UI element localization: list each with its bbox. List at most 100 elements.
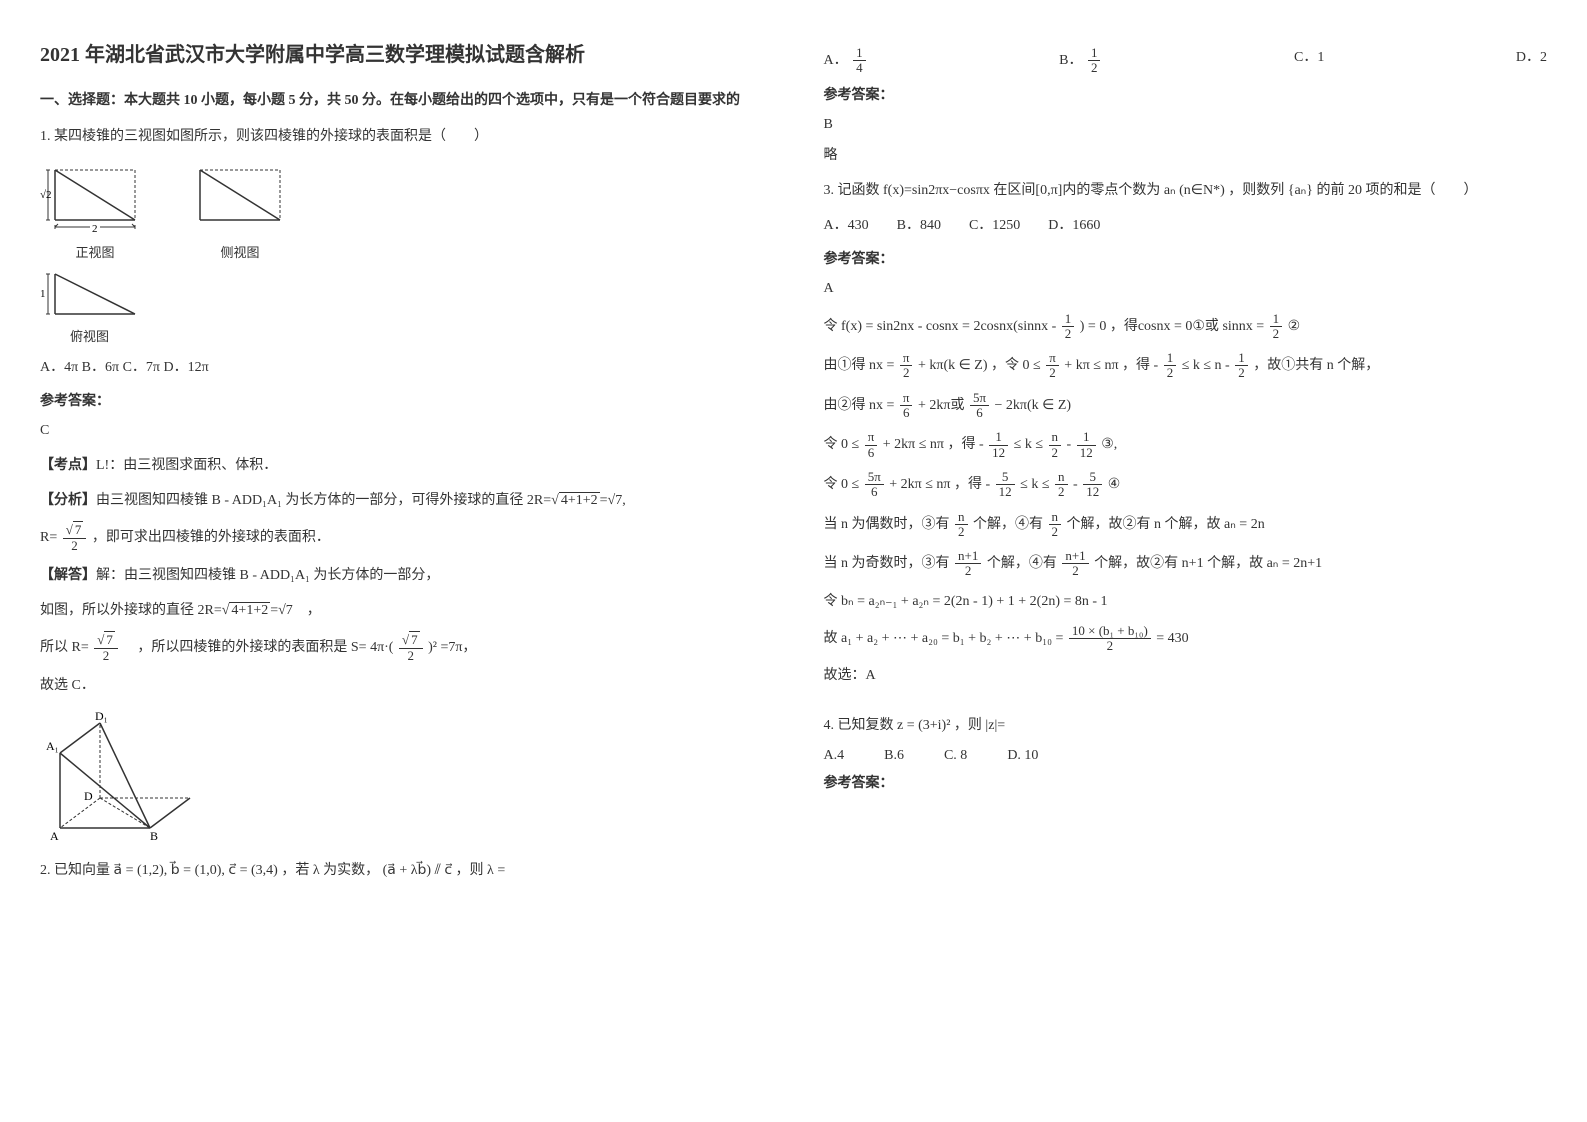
s3-5pi6d: 6: [970, 406, 989, 420]
s4-f1: 1 12: [989, 430, 1008, 460]
s-eq: =7π，: [440, 640, 476, 655]
s2-nx: nx =: [869, 358, 898, 373]
q3-an: aₙ (n∈N*): [1164, 183, 1225, 198]
s4-pi6: π 6: [865, 430, 878, 460]
q4-zexpr: z = (3+i)²: [897, 718, 950, 733]
s2-pi2b-den: 2: [1046, 366, 1059, 380]
q3-c: ，则数列: [1228, 183, 1284, 198]
s6c: 个解，故②有 n 个解，故: [1067, 517, 1221, 532]
top-view-label: 俯视图: [70, 326, 764, 345]
s5-5pi6n: 5π: [865, 470, 884, 485]
s3-5pi6: 5π 6: [970, 391, 989, 421]
q3-d: 的前 20 项的和是（ ）: [1316, 183, 1477, 198]
q1-top-view: 1 俯视图: [40, 269, 764, 345]
jieda3-den: 2: [94, 649, 118, 663]
s7-f1n: n+1: [955, 549, 981, 564]
q1-kaodian: 【考点】L!：由三视图求面积、体积．: [40, 453, 764, 478]
s5-5pi6d: 6: [865, 485, 884, 499]
s2-res-f1d: 2: [1164, 366, 1177, 380]
q4-options: A.4 B.6 C. 8 D. 10: [824, 748, 1548, 764]
q2-optC: C．1: [1294, 46, 1324, 76]
q3-s5: 令 0 ≤ 5π 6 + 2kπ ≤ nπ ，得 - 5 12 ≤ k ≤ n …: [824, 470, 1548, 500]
q2-b: ，若 λ 为实数，: [281, 863, 379, 878]
jieda2a: 如图，所以外接球的直径 2R=: [40, 603, 222, 618]
s1-half: 1 2: [1062, 312, 1075, 342]
q1-ans-letter: C: [40, 418, 764, 443]
s9-frac: 10 × (b₁ + b₁₀) 2: [1069, 624, 1151, 654]
s8: bₙ = a₂ₙ₋₁ + a₂ₙ = 2(2n - 1) + 1 + 2(2n)…: [841, 594, 1108, 609]
s4-a: 0 ≤: [841, 437, 863, 452]
cube-D: D: [84, 789, 93, 803]
s4-ling: 令: [824, 437, 838, 452]
top-one: 1: [40, 288, 46, 300]
q2-ans-label: 参考答案：: [824, 84, 1548, 104]
q2-lve: 略: [824, 143, 1548, 168]
s6a: 当 n 为偶数时，③有: [824, 517, 950, 532]
q2-optB-den: 2: [1088, 61, 1101, 75]
s7c: 个解，故②有 n+1 个解，故: [1094, 556, 1263, 571]
q2-ans-letter: B: [824, 112, 1548, 137]
q2-optA-num: 1: [853, 46, 866, 61]
s5-b: + 2kπ ≤ nπ: [889, 477, 950, 492]
s2-pi2-num: π: [900, 351, 913, 366]
fenxi-text-eq: =√7,: [600, 493, 626, 508]
s4-f2d: 2: [1049, 446, 1062, 460]
q2-optA-frac: 1 4: [853, 46, 866, 76]
section1-head: 一、选择题：本大题共 10 小题，每小题 5 分，共 50 分。在每小题给出的四…: [40, 90, 764, 112]
s4-b: + 2kπ ≤ nπ: [883, 437, 944, 452]
q3-s7: 当 n 为奇数时，③有 n+1 2 个解，④有 n+1 2 个解，故②有 n+1…: [824, 549, 1548, 579]
s2-kpi: + kπ(k ∈ Z): [918, 358, 988, 373]
s1-half2: 1 2: [1270, 312, 1283, 342]
q1-text: 1. 某四棱锥的三视图如图所示，则该四棱锥的外接球的表面积是（ ）: [40, 124, 764, 149]
s5-5pi6: 5π 6: [865, 470, 884, 500]
jieda3-frac: √7 2: [94, 633, 118, 663]
s-4pi: 4π·(: [370, 640, 393, 655]
jieda-label: 【解答】: [40, 568, 96, 583]
s6-f1: n 2: [955, 510, 968, 540]
top-view-svg: 1: [40, 269, 150, 324]
q1-front-view: √2 2 正视图: [40, 160, 150, 261]
s2-you1: 由①得: [824, 358, 866, 373]
s6-f1n: n: [955, 510, 968, 525]
s1-fx2: ) = 0: [1080, 319, 1107, 334]
s-den: 2: [399, 649, 423, 663]
q1-options: A．4π B．6π C．7π D．12π: [40, 355, 764, 380]
q2-c: ，则 λ =: [456, 863, 506, 878]
cube-A: A: [50, 829, 59, 843]
s2-res-f1n: 1: [1164, 351, 1177, 366]
jieda3b: ，所以四棱锥的外接球的表面积是 S=: [123, 640, 366, 655]
s1-de: ，得cosnx = 0①或: [1110, 319, 1219, 334]
s4-d: ≤ k ≤: [1014, 437, 1047, 452]
s1-half-num: 1: [1062, 312, 1075, 327]
fenxi-label: 【分析】: [40, 493, 96, 508]
q1-views-row1: √2 2 正视图 侧视图: [40, 160, 764, 261]
s1-half-den: 2: [1062, 327, 1075, 341]
s7-f2: n+1 2: [1062, 549, 1088, 579]
s-frac: √7 2: [399, 633, 423, 663]
s2-de: ，得: [1122, 358, 1150, 373]
jieda3a: 所以 R=: [40, 640, 89, 655]
q4-a: 4. 已知复数: [824, 718, 894, 733]
s4-de: ，得: [947, 437, 975, 452]
q3-s10: 故选：A: [824, 663, 1548, 688]
s4-f2n: n: [1049, 430, 1062, 445]
s2-pi2: π 2: [900, 351, 913, 381]
s6-f1d: 2: [955, 525, 968, 539]
q2-a: 2. 已知向量: [40, 863, 110, 878]
s1-fx: f(x) = sin2nx - cosnx = 2cosnx(sinnx -: [841, 319, 1060, 334]
q3-ans-label: 参考答案：: [824, 248, 1548, 268]
cube-D1: D₁: [95, 709, 108, 723]
q4-optB: B.6: [884, 748, 904, 764]
s5-f3: 5 12: [1083, 470, 1102, 500]
s2-pi2-den: 2: [900, 366, 913, 380]
s4-c: -: [979, 437, 987, 452]
s4-f1n: 1: [989, 430, 1008, 445]
s2-res-f1: 1 2: [1164, 351, 1177, 381]
q1-jieda: 【解答】解：由三视图知四棱锥 B - ADD₁A₁ 为长方体的一部分，: [40, 563, 764, 588]
s4-f3n: 1: [1077, 430, 1096, 445]
s5-a: 0 ≤: [841, 477, 863, 492]
q3-s2: 由①得 nx = π 2 + kπ(k ∈ Z) ，令 0 ≤ π 2 + kπ…: [824, 351, 1548, 381]
s2-res-f2n: 1: [1235, 351, 1248, 366]
s7-f1: n+1 2: [955, 549, 981, 579]
r-eq-a: R=: [40, 530, 57, 545]
